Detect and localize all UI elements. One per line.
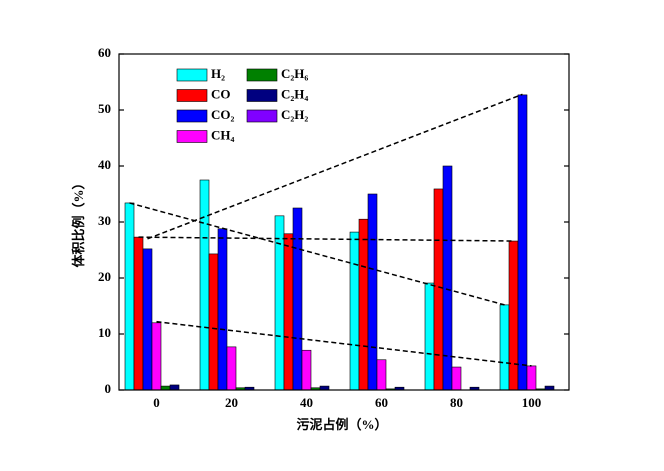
- bar: [349, 231, 360, 391]
- legend-label: C₂H₄: [281, 86, 308, 101]
- plot-frame: [118, 53, 570, 391]
- x-tick-label: 0: [153, 395, 160, 410]
- x-tick-label: 20: [225, 395, 238, 410]
- bar: [151, 322, 162, 391]
- x-tick-label: 100: [522, 395, 542, 410]
- legend-label: H₂: [211, 66, 225, 81]
- bar: [208, 253, 219, 391]
- legend-swatch: [176, 109, 208, 123]
- trend-line: [147, 93, 523, 240]
- bar: [124, 202, 135, 391]
- bar: [508, 240, 519, 391]
- legend-swatch: [246, 89, 278, 102]
- legend-label: CH₄: [211, 127, 235, 142]
- y-tick-label: 30: [98, 213, 111, 228]
- legend-swatch: [246, 109, 278, 123]
- bar: [133, 236, 144, 391]
- trend-line: [156, 320, 532, 367]
- x-tick-label: 80: [450, 395, 463, 410]
- bar: [292, 207, 303, 391]
- bar: [283, 233, 294, 391]
- bar: [301, 349, 312, 391]
- legend-swatch: [176, 89, 208, 102]
- legend-label: C₂H₂: [281, 107, 308, 122]
- bar: [517, 94, 528, 391]
- y-tick-label: 60: [98, 45, 111, 60]
- legend-swatch: [176, 68, 208, 82]
- y-tick-label: 40: [98, 157, 111, 172]
- bar: [376, 359, 387, 391]
- legend-label: C₂H₆: [281, 66, 308, 81]
- y-tick-label: 0: [105, 381, 112, 396]
- legend-label: CO₂: [211, 107, 235, 122]
- bar: [358, 218, 369, 391]
- trend-line: [129, 202, 505, 306]
- x-tick-label: 60: [375, 395, 388, 410]
- bar: [226, 346, 237, 391]
- bar: [499, 304, 510, 391]
- legend-swatch: [176, 130, 208, 143]
- bar: [424, 282, 435, 391]
- y-tick-label: 20: [98, 269, 111, 284]
- legend-label: CO: [211, 86, 231, 101]
- bar: [526, 365, 537, 391]
- bar: [367, 193, 378, 391]
- bar: [199, 179, 210, 391]
- bar: [433, 188, 444, 391]
- y-axis-title: 体积比例（%）: [71, 176, 86, 267]
- x-tick-label: 40: [300, 395, 313, 410]
- x-axis-title: 污泥占例（%）: [296, 417, 387, 432]
- bar: [169, 384, 180, 391]
- bar: [451, 366, 462, 391]
- bar: [142, 248, 153, 391]
- y-tick-label: 10: [98, 325, 111, 340]
- y-tick-label: 50: [98, 101, 111, 116]
- trend-line: [138, 236, 514, 242]
- bar: [217, 228, 228, 391]
- bar: [274, 215, 285, 391]
- legend-swatch: [246, 68, 278, 82]
